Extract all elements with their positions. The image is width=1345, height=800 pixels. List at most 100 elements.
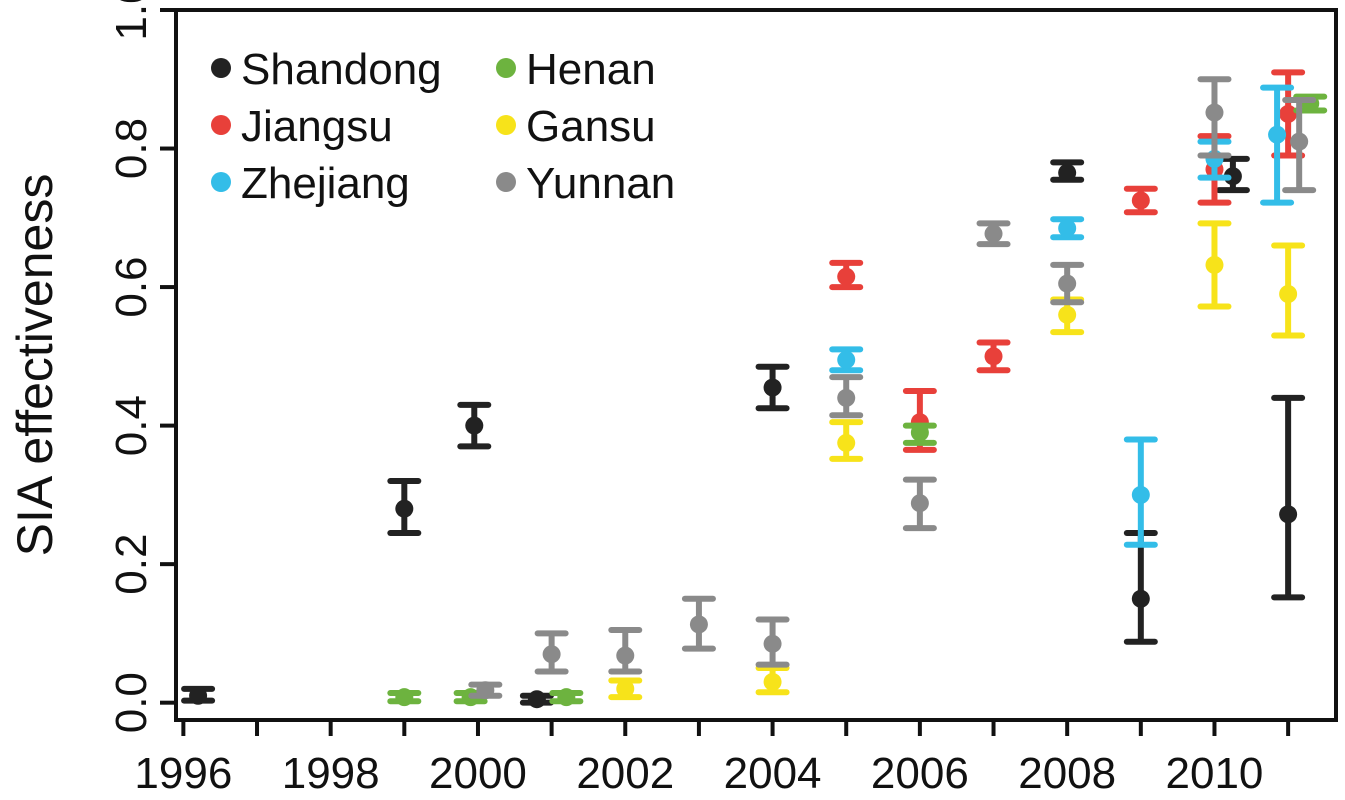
data-point (763, 634, 782, 653)
data-point (1279, 104, 1298, 123)
data-point (542, 645, 561, 664)
data-point (689, 615, 708, 634)
data-point (1058, 219, 1077, 238)
x-tick-label: 2004 (724, 749, 822, 798)
error-bar-point (549, 688, 584, 707)
error-bar-point (387, 688, 422, 707)
legend-label: Zhejiang (241, 159, 410, 208)
data-point (1223, 167, 1242, 186)
data-point (1131, 589, 1150, 608)
error-bar-point (1260, 84, 1295, 206)
legend-label: Jiangsu (241, 102, 393, 151)
data-point (763, 378, 782, 397)
error-bar-point (681, 595, 716, 652)
data-point (1058, 163, 1077, 182)
data-point (1058, 274, 1077, 293)
error-bar-point (608, 626, 643, 675)
error-bar-point (902, 476, 937, 532)
y-tick-label: 0.2 (107, 534, 156, 595)
y-tick-label: 0.8 (107, 118, 156, 179)
error-bar-point (755, 363, 790, 412)
legend-marker (211, 115, 231, 135)
data-point (1058, 305, 1077, 324)
error-bar-point (1197, 220, 1232, 310)
legend-marker (211, 58, 231, 78)
legend-label: Shandong (241, 45, 442, 94)
y-tick-label: 1.0 (107, 0, 156, 41)
data-point (476, 681, 495, 700)
y-axis: 0.0 0.2 0.4 0.6 0.8 1.0 (107, 0, 176, 733)
error-bar-point (829, 259, 864, 291)
data-point (837, 267, 856, 286)
error-bar-point (755, 665, 790, 696)
data-point (837, 350, 856, 369)
data-point (1279, 505, 1298, 524)
legend-marker (496, 115, 516, 135)
data-point (837, 388, 856, 407)
data-point (984, 347, 1003, 366)
data-point (465, 416, 484, 435)
data-point (1205, 103, 1224, 122)
data-point (1131, 485, 1150, 504)
data-point (1279, 285, 1298, 303)
x-tick-label: 1998 (282, 749, 380, 798)
error-bar-point (1197, 76, 1232, 159)
error-bar-point (1050, 159, 1085, 183)
error-bar-point (1123, 185, 1158, 216)
data-point (984, 224, 1003, 243)
error-bar-point (608, 677, 643, 701)
data-point (189, 686, 208, 705)
error-bar-point (1050, 261, 1085, 306)
error-bar-point (1215, 155, 1250, 194)
x-tick-label: 2006 (871, 749, 969, 798)
data-point (527, 690, 546, 709)
y-tick-label: 0.4 (107, 395, 156, 456)
data-point (1290, 132, 1309, 151)
legend-label: Gansu (526, 102, 656, 151)
data-point (395, 688, 414, 707)
data-point (616, 679, 635, 698)
data-point (1131, 191, 1150, 210)
legend-label: Henan (526, 45, 656, 94)
legend-marker (211, 172, 231, 192)
error-bar-point (976, 220, 1011, 248)
legend-marker (496, 58, 516, 78)
x-tick-label: 2002 (576, 749, 674, 798)
x-tick-label: 2010 (1166, 749, 1264, 798)
error-bar-point (829, 374, 864, 419)
data-point (1205, 255, 1224, 274)
error-bar-point (902, 422, 937, 446)
error-bar-point (519, 690, 554, 709)
error-bar-point (468, 681, 503, 700)
data-point (395, 499, 414, 518)
error-bar-point (1123, 436, 1158, 548)
data-point (837, 433, 856, 452)
data-point (910, 494, 929, 513)
error-bar-point (457, 401, 492, 450)
error-bar-point (1123, 529, 1158, 645)
data-point (763, 672, 782, 691)
data-marks (181, 69, 1328, 709)
error-bar-point (1271, 394, 1306, 601)
y-tick-label: 0.6 (107, 256, 156, 317)
data-point (616, 646, 635, 665)
error-bar-point (829, 419, 864, 462)
error-bar-point (829, 346, 864, 374)
x-axis: 1996 1998 2000 2002 2004 2006 2008 2010 (134, 720, 1291, 798)
error-bar-point (181, 685, 216, 705)
error-bar-point (1271, 242, 1306, 339)
plot-frame (174, 8, 1338, 722)
x-tick-label: 2008 (1018, 749, 1116, 798)
error-bar-point (1050, 216, 1085, 241)
error-bar-point (755, 616, 790, 668)
data-point (1268, 125, 1287, 144)
legend-marker (496, 172, 516, 192)
x-tick-label: 1996 (134, 749, 232, 798)
legend: Shandong Jiangsu Zhejiang Henan Gansu Yunnan (211, 45, 675, 208)
error-bar-point (534, 630, 569, 675)
data-point (557, 688, 576, 707)
y-tick-label: 0.0 (107, 672, 156, 733)
data-point (910, 423, 929, 442)
x-tick-label: 2000 (429, 749, 527, 798)
